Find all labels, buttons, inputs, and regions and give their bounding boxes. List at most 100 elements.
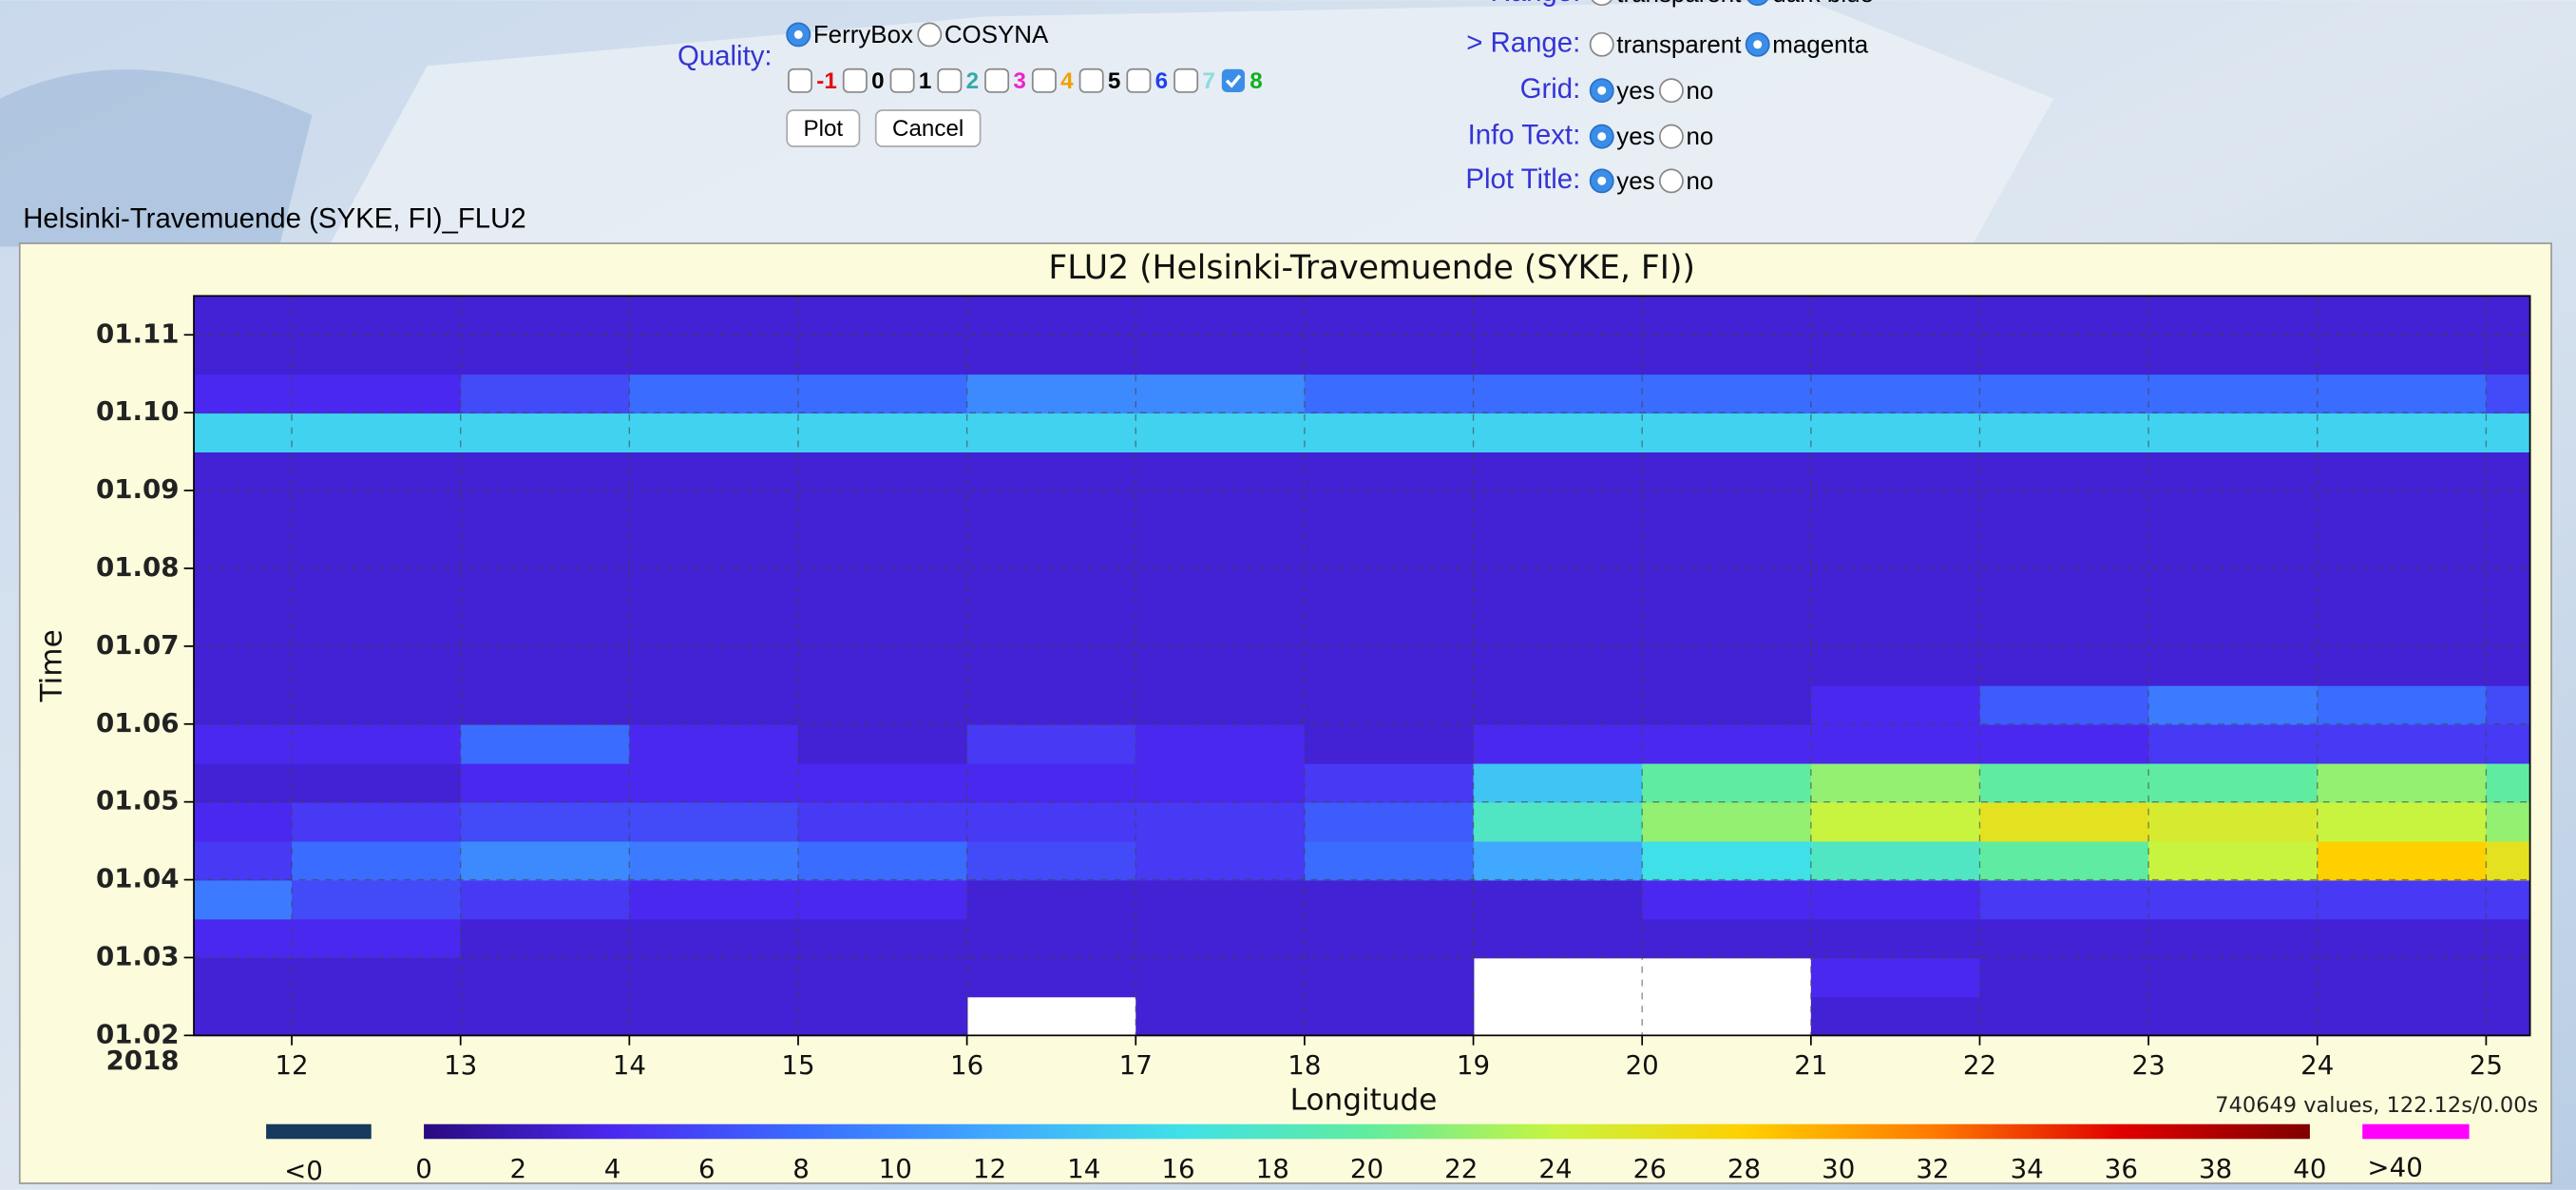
heatmap-cell (629, 606, 799, 647)
checkbox[interactable] (788, 67, 812, 93)
heatmap-cell (1135, 296, 1306, 336)
y-year-label: 2018 (105, 1045, 179, 1076)
heatmap-cell (292, 296, 462, 336)
checkbox[interactable] (1221, 68, 1246, 92)
heatmap-cell (629, 957, 799, 998)
heatmap-cell (2317, 918, 2488, 959)
heatmap-cell (194, 645, 293, 686)
y-tick-label: 01.03 (96, 940, 179, 971)
heatmap-cell (2486, 296, 2531, 336)
heatmap-cell (1642, 684, 1812, 725)
heatmap-cell (460, 684, 631, 725)
ship-image (328, 0, 2054, 247)
heatmap-cell (1642, 567, 1812, 608)
y-tick-label: 01.06 (96, 707, 179, 739)
heatmap-cell (629, 996, 799, 1037)
radio-dot (1753, 40, 1763, 49)
heatmap-cell (2317, 296, 2488, 336)
colorbar-tick-label: 38 (2199, 1153, 2232, 1184)
heatmap-cell (1642, 335, 1812, 375)
heatmap-cell (194, 918, 293, 959)
heatmap-cell (1979, 801, 2149, 842)
heatmap-cell (2148, 296, 2318, 336)
radio-button[interactable] (1658, 124, 1684, 149)
heatmap-cell (629, 723, 799, 764)
heatmap-cell (1135, 996, 1306, 1037)
heatmap-cell (194, 567, 293, 608)
checkbox[interactable] (1031, 67, 1057, 93)
button[interactable]: Cancel (874, 109, 982, 147)
setting-option: no (1686, 168, 1713, 195)
checkbox[interactable] (937, 67, 963, 93)
heatmap-cell (292, 451, 462, 491)
x-tick-label: 14 (613, 1049, 646, 1081)
checkbox[interactable] (1078, 67, 1104, 93)
quality-flag-label: 1 (919, 68, 931, 94)
checkbox[interactable] (842, 67, 868, 93)
heatmap-cell (1979, 684, 2149, 725)
heatmap-cell (2317, 413, 2488, 452)
heatmap-cell (2148, 996, 2318, 1037)
heatmap-cell (1642, 645, 1812, 686)
heatmap-cell (966, 451, 1137, 491)
quality-flag-label: 7 (1202, 68, 1214, 94)
colorbar-tick-label: 16 (1161, 1153, 1194, 1184)
heatmap-cell (1135, 840, 1306, 881)
x-tick-label: 17 (1119, 1049, 1153, 1081)
heatmap-cell (629, 335, 799, 375)
heatmap-cell (292, 957, 462, 998)
checkbox[interactable] (1126, 67, 1152, 93)
heatmap-cell (1473, 413, 1644, 452)
heatmap-cell (2317, 957, 2488, 998)
heatmap-cell (194, 684, 293, 725)
checkbox[interactable] (1174, 67, 1199, 93)
heatmap-cell (1473, 723, 1644, 764)
heatmap-cell (1642, 413, 1812, 452)
heatmap-cell (1304, 490, 1475, 530)
heatmap-cell (966, 879, 1137, 920)
heatmap-cell (629, 918, 799, 959)
heatmap-cell (1135, 374, 1306, 414)
heatmap-cell (1304, 840, 1475, 881)
plot-name: Helsinki-Travemuende (SYKE, FI)_FLU2 (23, 203, 525, 235)
heatmap-cell (2486, 684, 2531, 725)
heatmap-cell (797, 996, 968, 1037)
heatmap-cell (1979, 490, 2149, 530)
heatmap-cell (966, 840, 1137, 881)
heatmap-cell (1473, 840, 1644, 881)
heatmap-cell (966, 957, 1137, 998)
heatmap-cell (629, 567, 799, 608)
heatmap-cell (1135, 335, 1306, 375)
checkbox[interactable] (889, 67, 915, 93)
heatmap-cell (797, 801, 968, 842)
radio-button[interactable] (917, 22, 943, 48)
heatmap-cell (1304, 529, 1475, 569)
heatmap-cell (629, 490, 799, 530)
setting-option: yes (1616, 124, 1654, 150)
heatmap-cell (1810, 567, 1981, 608)
heatmap-cell (1304, 684, 1475, 725)
checkbox[interactable] (984, 67, 1010, 93)
radio-button[interactable] (1658, 78, 1684, 104)
radio-button[interactable] (1658, 168, 1684, 194)
heatmap-cell (1810, 374, 1981, 414)
quality-flag-label: 0 (871, 68, 884, 94)
heatmap-cell (460, 529, 631, 569)
sea-image (0, 69, 313, 247)
colorbar-tick-label: 12 (973, 1153, 1006, 1184)
x-axis-label: Longitude (1290, 1084, 1438, 1118)
button[interactable]: Plot (786, 109, 861, 147)
radio-button[interactable] (1589, 31, 1614, 57)
colorbar-tick-label: 18 (1256, 1153, 1289, 1184)
colorbar-under (266, 1123, 372, 1140)
button-frame (874, 109, 982, 147)
radio-button[interactable] (1746, 0, 1769, 7)
x-tick-label: 23 (2132, 1049, 2166, 1081)
heatmap-cell (292, 645, 462, 686)
heatmap-cell (460, 840, 631, 881)
heatmap-cell (1304, 374, 1475, 414)
heatmap-cell (1810, 996, 1981, 1037)
radio-button[interactable] (1591, 0, 1613, 7)
heatmap-cell (194, 723, 293, 764)
source-option: COSYNA (945, 22, 1049, 48)
